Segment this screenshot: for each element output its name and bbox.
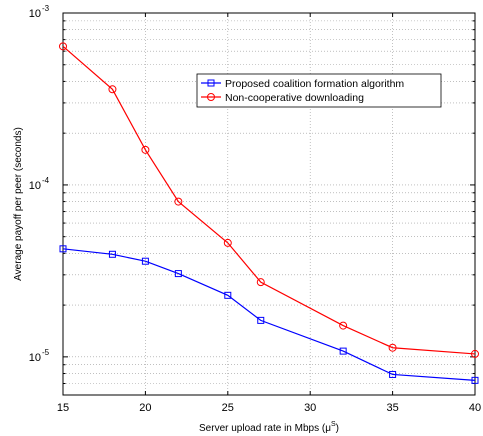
data-point (471, 376, 479, 384)
data-point (59, 245, 67, 253)
x-tick-label: 30 (304, 402, 316, 414)
x-axis-title-close: ) (336, 423, 339, 434)
data-point (257, 316, 265, 324)
series-line (62, 45, 476, 355)
data-point (174, 270, 182, 278)
series-layer (59, 42, 479, 384)
x-axis-title: Server upload rate in Mbps (μS) (199, 421, 339, 434)
data-point (59, 42, 67, 51)
data-point (256, 278, 265, 287)
legend: Proposed coalition formation algorithm No… (196, 73, 442, 108)
data-point (339, 347, 347, 355)
x-axis-title-main: Server upload rate in Mbps (μ (199, 423, 331, 434)
data-point (174, 197, 183, 206)
data-point (141, 145, 150, 154)
series-proposed (59, 245, 479, 384)
plot-area (62, 12, 476, 396)
x-tick-label: 35 (386, 402, 398, 414)
legend-label: Non-cooperative downloading (225, 92, 364, 104)
data-point (389, 370, 397, 378)
y-tick-label-exponent: -3 (42, 4, 50, 13)
data-point (108, 85, 117, 94)
data-point (224, 291, 232, 299)
x-tick-label: 25 (222, 402, 234, 414)
y-tick-label-exponent: -5 (42, 348, 50, 357)
data-point (471, 349, 479, 358)
x-tick-label: 40 (469, 402, 481, 414)
y-tick-label: 10 (29, 180, 41, 192)
series-non-cooperative (59, 42, 479, 358)
data-point (108, 250, 116, 258)
data-point (339, 321, 348, 330)
legend-entry: Non-cooperative downloading (201, 92, 364, 104)
series-line (62, 248, 476, 381)
legend-marker (207, 93, 215, 101)
legend-label: Proposed coalition formation algorithm (225, 78, 404, 90)
grid (63, 13, 475, 395)
data-point (141, 257, 149, 265)
legend-box (196, 73, 442, 108)
y-tick-label: 10 (29, 352, 41, 364)
legend-entry: Proposed coalition formation algorithm (201, 78, 404, 90)
y-tick-label: 10 (29, 8, 41, 20)
y-axis-title: Average payoff per peer (seconds) (13, 127, 24, 281)
legend-marker (207, 79, 215, 87)
x-tick-label: 20 (139, 402, 151, 414)
svg-text:Server upload rate in Mbps (μ: Server upload rate in Mbps (μS) (199, 421, 339, 434)
data-point (388, 343, 397, 352)
x-axis-title-sup: S (331, 421, 336, 428)
y-tick-label-exponent: -4 (42, 176, 50, 185)
x-tick-label: 15 (57, 402, 69, 414)
data-point (223, 238, 232, 247)
legend-entries: Proposed coalition formation algorithm No… (201, 78, 404, 104)
